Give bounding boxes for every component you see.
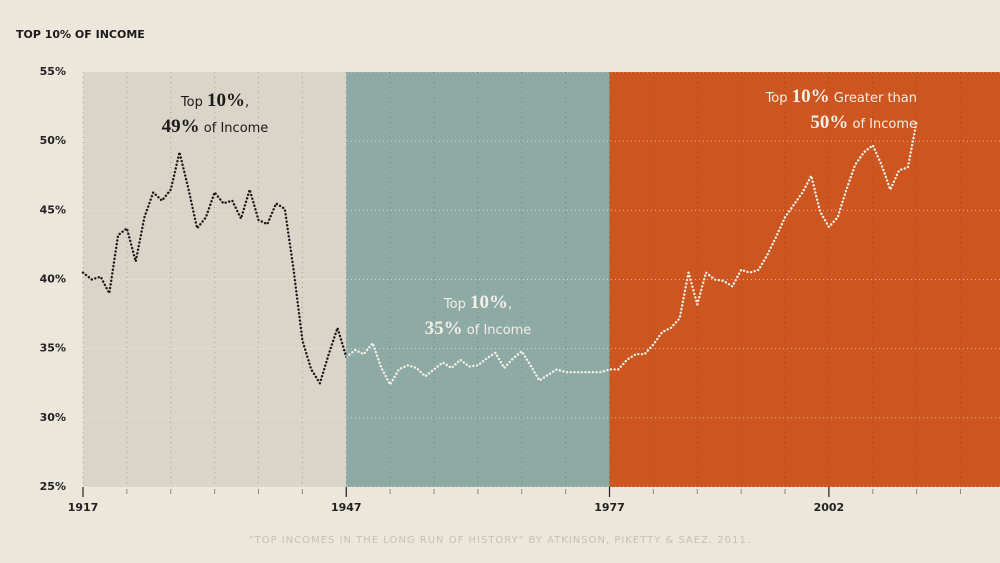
y-tick-label: 35% [40, 342, 66, 355]
annotation: 49% of Income [162, 116, 269, 137]
annotation-text: Greater than [830, 91, 917, 106]
annotation: 35% of Income [425, 318, 532, 339]
x-tick-label: 1947 [331, 501, 362, 514]
annotation-text: of Income [463, 323, 532, 338]
y-tick-label: 45% [40, 203, 66, 216]
annotation-text: Top [180, 95, 207, 110]
x-tick-label: 2002 [814, 501, 845, 514]
period-band [346, 72, 610, 487]
annotation-text: of Income [200, 121, 269, 136]
bands [83, 72, 1000, 487]
annotation-text: , [245, 95, 249, 110]
annotation-emphasis: 50% [810, 112, 848, 133]
annotation: Top 10%, [180, 90, 249, 111]
annotation: Top 10% Greater than [765, 86, 917, 107]
period-band [83, 72, 347, 487]
annotation-emphasis: 10% [207, 90, 245, 111]
period-band [609, 72, 1000, 487]
annotation-text: of Income [848, 117, 917, 132]
y-tick-label: 25% [40, 480, 66, 493]
annotation-emphasis: 49% [162, 116, 200, 137]
annotation-text: Top [765, 91, 792, 106]
annotation-emphasis: 10% [792, 86, 830, 107]
annotation-emphasis: 10% [470, 292, 508, 313]
y-tick-label: 50% [40, 134, 66, 147]
y-tick-label: 40% [40, 273, 66, 286]
annotation: Top 10%, [443, 292, 512, 313]
annotation-emphasis: 35% [425, 318, 463, 339]
source-note: "TOP INCOMES IN THE LONG RUN OF HISTORY"… [249, 535, 751, 546]
income-share-line [81, 120, 918, 386]
chart-title: TOP 10% OF INCOME [16, 28, 145, 41]
annotation-text: , [508, 297, 512, 312]
annotation-text: Top [443, 297, 470, 312]
x-tick-label: 1917 [68, 501, 99, 514]
x-tick-label: 1977 [594, 501, 625, 514]
annotation: 50% of Income [810, 112, 917, 133]
y-tick-label: 30% [40, 411, 66, 424]
y-tick-label: 55% [40, 65, 66, 78]
